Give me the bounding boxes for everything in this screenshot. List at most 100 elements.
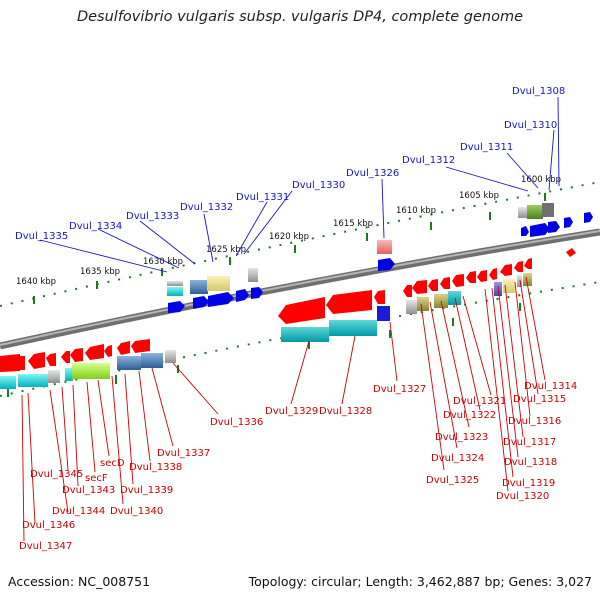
gene-arrow xyxy=(193,296,209,309)
gene-label: Dvul_1336 xyxy=(210,417,263,428)
gene-label: Dvul_1326 xyxy=(346,168,399,179)
gene-label: Dvul_1317 xyxy=(503,437,556,448)
gene-arrow xyxy=(236,289,249,302)
gene-arrow xyxy=(521,226,529,236)
gene-arrow xyxy=(278,297,325,324)
gene-arrow xyxy=(131,339,150,353)
gene-label: Dvul_1311 xyxy=(460,142,513,153)
gene-label: Dvul_1330 xyxy=(292,180,345,191)
gene-label: Dvul_1327 xyxy=(373,384,426,395)
gene-arrow xyxy=(500,264,512,276)
gene-box xyxy=(165,350,176,363)
gene-arrow xyxy=(326,290,372,314)
gene-label: Dvul_1322 xyxy=(443,410,496,421)
gene-arrow xyxy=(477,270,487,282)
gene-box xyxy=(377,240,392,254)
gene-arrow xyxy=(85,344,104,360)
map-title: Desulfovibrio vulgaris subsp. vulgaris D… xyxy=(76,9,524,25)
gene-box xyxy=(72,363,110,379)
gene-box xyxy=(141,353,163,368)
gene-arrow xyxy=(61,351,70,363)
gene-box xyxy=(167,287,183,296)
gene-arrow xyxy=(403,285,412,297)
gene-label: Dvul_1331 xyxy=(236,192,289,203)
gene-arrow xyxy=(46,353,56,366)
gene-box xyxy=(417,297,429,311)
gene-arrow xyxy=(104,345,112,357)
gene-label: Dvul_1339 xyxy=(120,485,173,496)
gene-label: Dvul_1318 xyxy=(504,457,557,468)
gene-label: Dvul_1340 xyxy=(110,506,163,517)
gene-label: Dvul_1325 xyxy=(426,475,479,486)
lower-major-ticks xyxy=(7,303,521,397)
gene-box xyxy=(517,275,522,287)
gene-label: Dvul_1334 xyxy=(69,221,122,232)
gene-arrow xyxy=(548,221,560,233)
gene-label: Dvul_1333 xyxy=(126,211,179,222)
gene-box xyxy=(167,281,183,286)
gene-label: Dvul_1320 xyxy=(496,491,549,502)
gene-arrow xyxy=(251,287,263,299)
gene-box xyxy=(448,291,461,305)
gene-box xyxy=(523,273,532,286)
kbp-label: 1610 kbp xyxy=(396,206,436,216)
gene-arrow xyxy=(524,258,532,269)
accession-text: Accession: NC_008751 xyxy=(8,574,151,589)
gene-label: Dvul_1343 xyxy=(62,485,115,496)
gene-label: Dvul_1314 xyxy=(524,381,577,392)
gene-arrow xyxy=(168,301,185,313)
gene-label: Dvul_1315 xyxy=(513,394,566,405)
gene-arrow xyxy=(440,277,450,289)
gene-arrow xyxy=(70,348,83,362)
gene-arrow xyxy=(117,341,130,355)
gene-box xyxy=(248,268,258,282)
gene-arrow xyxy=(0,354,20,372)
gene-label: Dvul_1319 xyxy=(502,478,555,489)
upper-label-leaders xyxy=(39,96,560,273)
lower-label-leaders xyxy=(21,276,546,542)
gene-label: Dvul_1337 xyxy=(157,448,210,459)
gene-box xyxy=(190,280,208,294)
gene-box xyxy=(518,207,528,218)
genome-backbone-highlight xyxy=(0,230,600,346)
gene-label: Dvul_1316 xyxy=(508,416,561,427)
gene-box xyxy=(117,356,141,370)
kbp-labels: 1600 kbp 1605 kbp 1610 kbp 1615 kbp 1620… xyxy=(16,175,561,287)
kbp-label: 1640 kbp xyxy=(16,277,56,287)
gene-label: Dvul_1346 xyxy=(22,520,75,531)
reverse-strand-genes xyxy=(0,258,532,389)
gene-box xyxy=(0,376,16,389)
gene-arrow xyxy=(514,261,523,272)
gene-label: Dvul_1323 xyxy=(435,432,488,443)
gene-arrow xyxy=(28,352,45,369)
gene-label: Dvul_1308 xyxy=(512,86,565,97)
gene-arrow xyxy=(452,274,464,287)
upper-major-ticks xyxy=(33,193,546,304)
gene-label: secD xyxy=(100,458,125,469)
gene-label: Dvul_1345 xyxy=(30,469,83,480)
gene-box xyxy=(542,203,554,217)
gene-label: secF xyxy=(85,473,108,484)
gene-arrow xyxy=(378,258,395,271)
genome-summary-text: Topology: circular; Length: 3,462,887 bp… xyxy=(248,574,592,589)
kbp-label: 1600 kbp xyxy=(521,175,561,185)
gene-arrow xyxy=(374,290,385,304)
lower-gene-labels: Dvul_1314 Dvul_1315 Dvul_1316 Dvul_1317 … xyxy=(19,381,577,552)
gene-label: Dvul_1312 xyxy=(402,155,455,166)
gene-box xyxy=(377,306,390,321)
gene-arrow xyxy=(412,280,427,294)
kbp-label: 1620 kbp xyxy=(269,232,309,242)
gene-label: Dvul_1321 xyxy=(453,396,506,407)
gene-arrow xyxy=(584,212,593,223)
gene-arrow xyxy=(428,279,438,291)
gene-box xyxy=(65,368,73,381)
gene-label: Dvul_1332 xyxy=(180,202,233,213)
gene-label: Dvul_1344 xyxy=(52,506,105,517)
forward-strand-genes xyxy=(167,203,593,313)
gene-arrow xyxy=(564,217,573,228)
kbp-label: 1635 kbp xyxy=(80,267,120,277)
gene-box xyxy=(281,327,329,342)
gene-label: Dvul_1338 xyxy=(129,462,182,473)
kbp-label: 1625 kbp xyxy=(206,245,246,255)
